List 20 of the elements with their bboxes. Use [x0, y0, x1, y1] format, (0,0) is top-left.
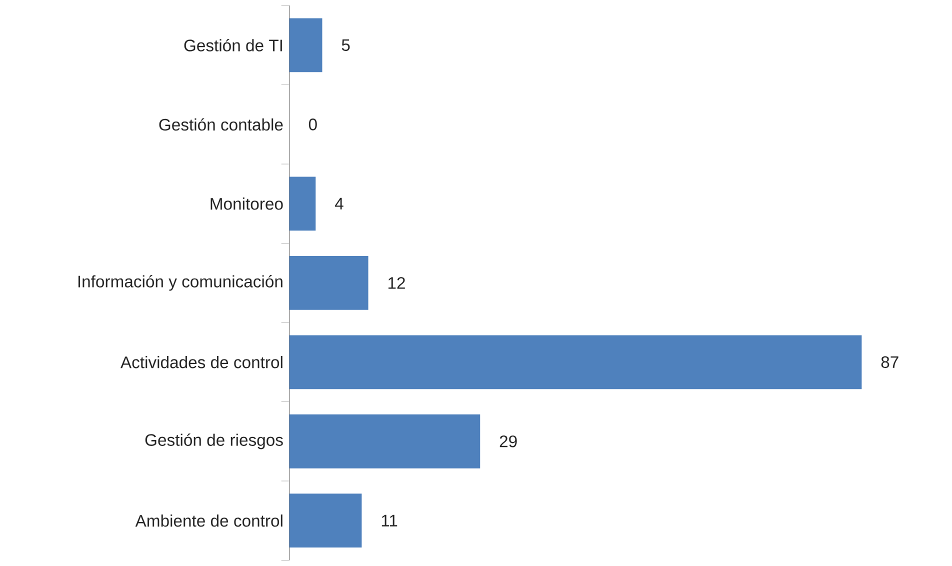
bar	[289, 414, 480, 468]
y-tick-label: Ambiente de control	[135, 514, 282, 527]
data-label: 12	[388, 277, 405, 289]
bar	[289, 335, 862, 390]
y-tick-label: Gestión de TI	[184, 39, 282, 52]
bar	[289, 176, 316, 231]
y-tick-label: Gestión contable	[159, 118, 283, 131]
data-label: 29	[500, 436, 517, 448]
data-label: 87	[881, 356, 898, 368]
y-tick-label: Gestión de riesgos	[145, 434, 283, 450]
data-label: 4	[334, 198, 344, 210]
data-label: 11	[382, 514, 398, 526]
bar	[289, 18, 322, 72]
data-label: 5	[342, 39, 350, 52]
y-tick-label: Monitoreo	[210, 198, 283, 210]
bar	[289, 494, 362, 548]
bar	[289, 256, 368, 310]
y-tick-label: Actividades de control	[120, 356, 282, 368]
data-label: 0	[308, 118, 317, 130]
y-tick-label: Información y comunicación	[78, 275, 282, 291]
